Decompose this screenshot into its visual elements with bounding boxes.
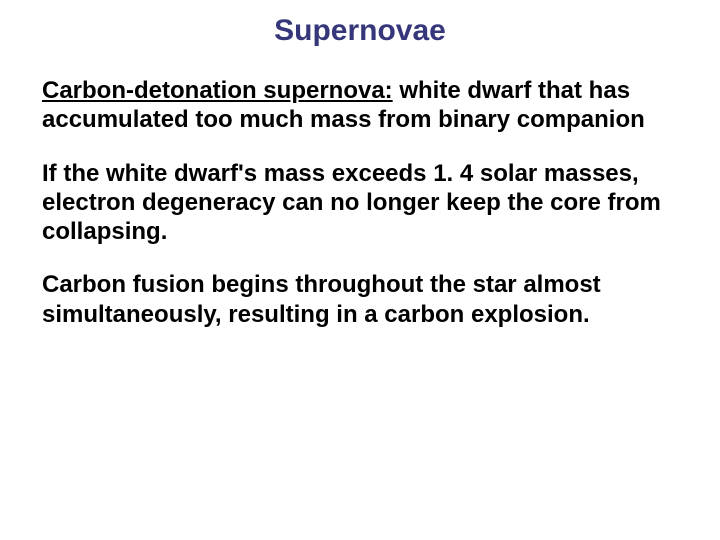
slide-title: Supernovae bbox=[42, 14, 678, 48]
paragraph-2: If the white dwarf's mass exceeds 1. 4 s… bbox=[42, 159, 678, 247]
paragraph-3: Carbon fusion begins throughout the star… bbox=[42, 270, 678, 329]
paragraph-1: Carbon-detonation supernova: white dwarf… bbox=[42, 76, 678, 135]
definition-term: Carbon-detonation supernova: bbox=[42, 77, 393, 104]
